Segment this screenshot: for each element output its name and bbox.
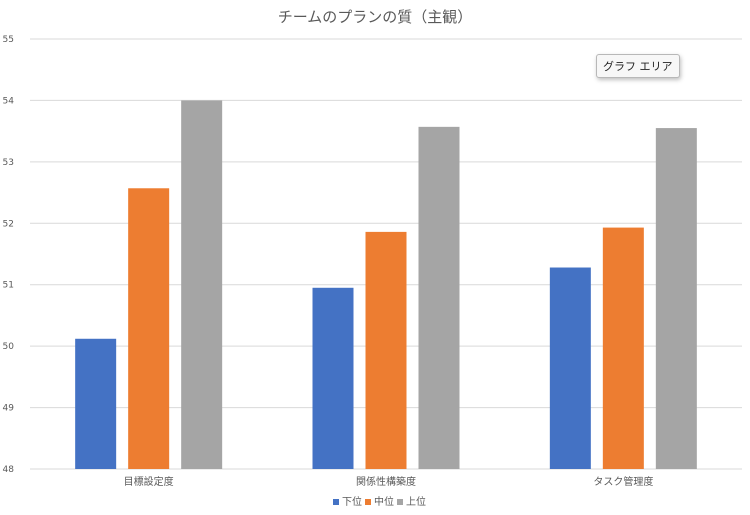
- y-tick-label: 54: [3, 96, 15, 106]
- legend-label: 中位: [374, 495, 394, 508]
- category-label: 目標設定度: [124, 475, 174, 488]
- bars: [75, 100, 697, 470]
- chart-title: チームのプランの質（主観）: [278, 8, 473, 26]
- legend-label: 上位: [406, 495, 426, 508]
- y-tick-label: 53: [3, 158, 14, 168]
- bar-2-3[interactable]: [602, 227, 644, 469]
- y-tick-label: 55: [3, 35, 14, 45]
- legend-label: 下位: [342, 495, 362, 508]
- bar-3-1[interactable]: [181, 100, 223, 469]
- y-tick-label: 50: [3, 342, 15, 352]
- bar-3-3[interactable]: [655, 128, 697, 470]
- legend-swatch: [365, 499, 371, 505]
- y-tick-label: 51: [3, 281, 14, 291]
- x-axis-category-labels: 目標設定度 関係性構築度 タスク管理度: [124, 475, 654, 488]
- y-axis-tick-labels: 48 49 50 51 52 53 54 55: [3, 35, 15, 475]
- y-tick-label: 49: [3, 404, 15, 414]
- category-label: 関係性構築度: [356, 475, 416, 488]
- bar-1-2[interactable]: [312, 287, 354, 469]
- legend-swatch: [397, 499, 403, 505]
- bar-2-2[interactable]: [365, 231, 407, 469]
- legend-swatch: [333, 499, 339, 505]
- y-tick-label: 48: [3, 465, 15, 475]
- legend: 下位 中位 上位: [333, 495, 426, 508]
- bar-1-3[interactable]: [549, 267, 591, 469]
- chart-area-tooltip: グラフ エリア: [596, 54, 680, 78]
- bar-1-1[interactable]: [75, 338, 117, 469]
- category-label: タスク管理度: [593, 475, 653, 488]
- bar-3-2[interactable]: [418, 126, 460, 469]
- bar-2-1[interactable]: [128, 188, 170, 469]
- y-tick-label: 52: [3, 219, 14, 229]
